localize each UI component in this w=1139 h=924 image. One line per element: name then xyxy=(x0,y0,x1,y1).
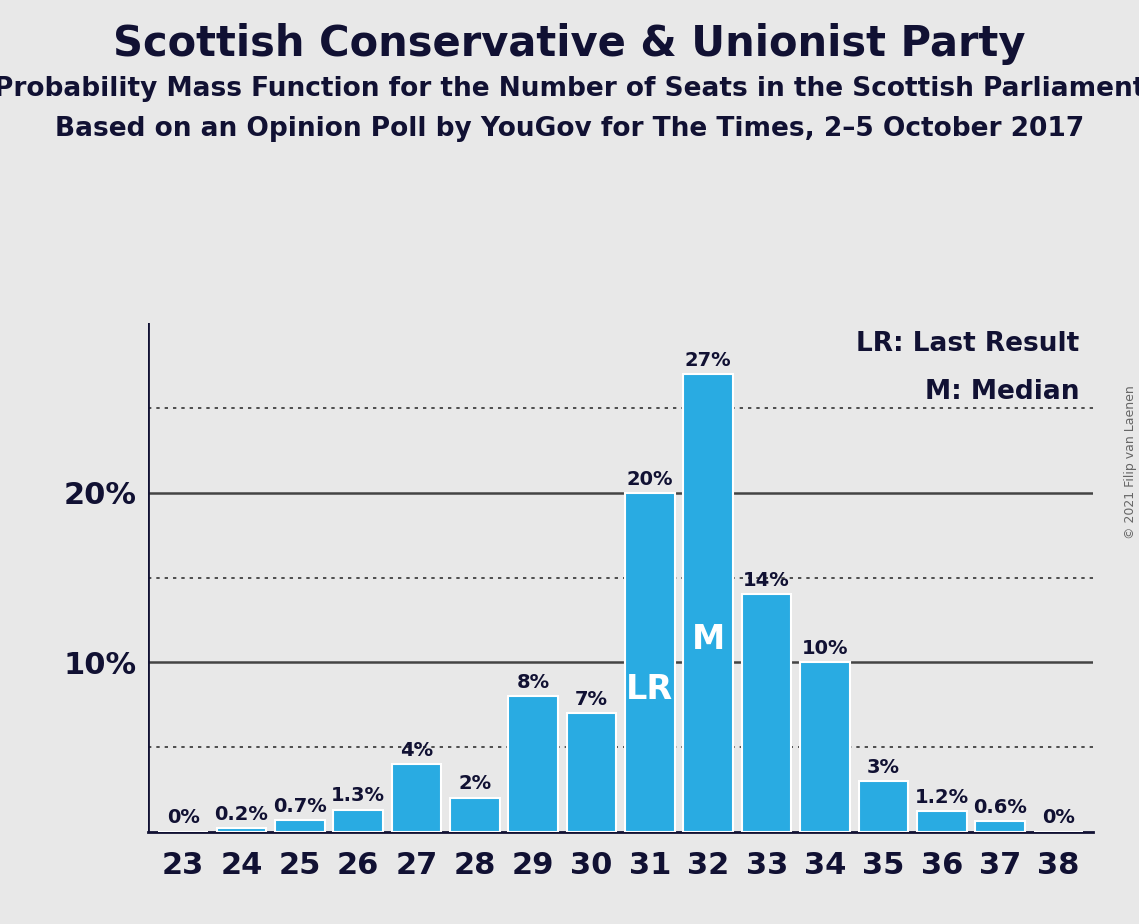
Text: 8%: 8% xyxy=(517,673,550,692)
Bar xyxy=(450,797,500,832)
Bar xyxy=(392,764,441,832)
Text: Based on an Opinion Poll by YouGov for The Times, 2–5 October 2017: Based on an Opinion Poll by YouGov for T… xyxy=(55,116,1084,142)
Text: 0%: 0% xyxy=(1042,808,1075,827)
Text: 0.2%: 0.2% xyxy=(214,805,269,824)
Text: © 2021 Filip van Laenen: © 2021 Filip van Laenen xyxy=(1124,385,1137,539)
Bar xyxy=(274,820,325,832)
Bar xyxy=(859,781,908,832)
Text: 1.3%: 1.3% xyxy=(331,786,385,806)
Text: 0.6%: 0.6% xyxy=(973,798,1027,817)
Text: 1.2%: 1.2% xyxy=(915,788,969,807)
Text: 7%: 7% xyxy=(575,690,608,709)
Text: 3%: 3% xyxy=(867,758,900,776)
Bar xyxy=(741,594,792,832)
Bar xyxy=(567,713,616,832)
Text: LR: LR xyxy=(626,673,673,706)
Text: 14%: 14% xyxy=(744,571,790,590)
Bar xyxy=(334,809,383,832)
Text: M: M xyxy=(691,623,724,656)
Bar xyxy=(683,374,734,832)
Bar xyxy=(508,696,558,832)
Text: 10%: 10% xyxy=(802,639,849,658)
Text: M: Median: M: Median xyxy=(925,379,1080,406)
Bar xyxy=(917,811,967,832)
Bar xyxy=(625,492,674,832)
Bar xyxy=(975,821,1025,832)
Bar xyxy=(801,663,850,832)
Text: 0%: 0% xyxy=(166,808,199,827)
Text: LR: Last Result: LR: Last Result xyxy=(857,331,1080,357)
Text: Probability Mass Function for the Number of Seats in the Scottish Parliament: Probability Mass Function for the Number… xyxy=(0,76,1139,102)
Text: 27%: 27% xyxy=(685,351,731,370)
Text: 0.7%: 0.7% xyxy=(273,796,327,816)
Text: 4%: 4% xyxy=(400,741,433,760)
Text: 2%: 2% xyxy=(458,774,491,794)
Text: Scottish Conservative & Unionist Party: Scottish Conservative & Unionist Party xyxy=(113,23,1026,65)
Text: 20%: 20% xyxy=(626,469,673,489)
Bar xyxy=(216,828,267,832)
